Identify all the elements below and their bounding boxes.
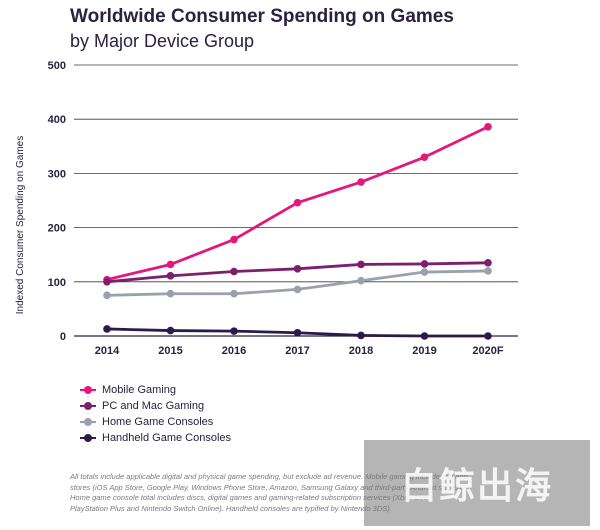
legend-item: Handheld Game Consoles: [80, 430, 231, 446]
data-point: [420, 153, 429, 161]
watermark: 白鲸出海: [364, 440, 590, 526]
y-tick-label: 300: [48, 168, 66, 180]
x-tick-label: 2016: [222, 345, 246, 357]
y-tick-label: 100: [48, 277, 66, 289]
legend-item: Mobile Gaming: [80, 382, 231, 398]
data-point: [293, 285, 302, 294]
data-point: [357, 260, 365, 269]
data-point: [103, 291, 111, 300]
y-tick-label: 500: [48, 60, 66, 72]
data-point: [484, 332, 492, 340]
data-point: [293, 264, 302, 273]
data-point: [166, 326, 175, 335]
chart-legend: Mobile Gaming PC and Mac Gaming Home Game …: [80, 382, 231, 446]
data-point: [420, 332, 429, 340]
data-point: [357, 178, 365, 186]
data-point: [293, 198, 302, 207]
data-point: [484, 259, 492, 267]
y-tick-label: 0: [60, 331, 66, 343]
line-chart: 0 100 200 300 400 500 2014 2015 2016 2017 2018 2019…: [48, 60, 518, 357]
x-tick-label: 2020F: [472, 345, 503, 357]
data-point: [357, 276, 365, 285]
data-point: [420, 260, 429, 268]
data-point: [484, 267, 492, 275]
data-point: [166, 289, 175, 298]
chart-title: Worldwide Consumer Spending on Games: [70, 6, 454, 27]
chart-subtitle: by Major Device Group: [70, 31, 255, 51]
legend-marker: [80, 433, 96, 443]
legend-marker: [80, 417, 96, 427]
x-tick-label: 2017: [285, 345, 309, 357]
x-tick-label: 2019: [412, 345, 436, 357]
legend-marker: [80, 401, 96, 411]
x-tick-label: 2018: [349, 345, 373, 357]
data-point: [230, 289, 238, 298]
y-tick-label: 400: [48, 114, 66, 126]
legend-marker: [80, 385, 96, 395]
data-point: [484, 122, 492, 131]
legend-item: Home Game Consoles: [80, 414, 231, 430]
data-point: [230, 327, 238, 335]
legend-label: PC and Mac Gaming: [102, 400, 205, 412]
data-point: [166, 272, 175, 280]
data-point: [230, 235, 238, 244]
legend-label: Mobile Gaming: [102, 384, 176, 396]
x-tick-label: 2015: [158, 345, 182, 357]
legend-label: Handheld Game Consoles: [102, 432, 232, 444]
y-tick-label: 200: [48, 223, 66, 235]
legend-label: Home Game Consoles: [102, 416, 214, 428]
data-point: [357, 331, 365, 340]
footnote: All totals include applicable digital an…: [70, 472, 468, 513]
data-point: [293, 328, 302, 337]
x-tick-label: 2014: [95, 345, 120, 357]
data-point: [230, 267, 238, 276]
data-point: [166, 260, 175, 269]
legend-item: PC and Mac Gaming: [80, 398, 231, 414]
data-point: [103, 278, 111, 286]
data-point: [420, 268, 429, 276]
data-point: [103, 325, 111, 333]
